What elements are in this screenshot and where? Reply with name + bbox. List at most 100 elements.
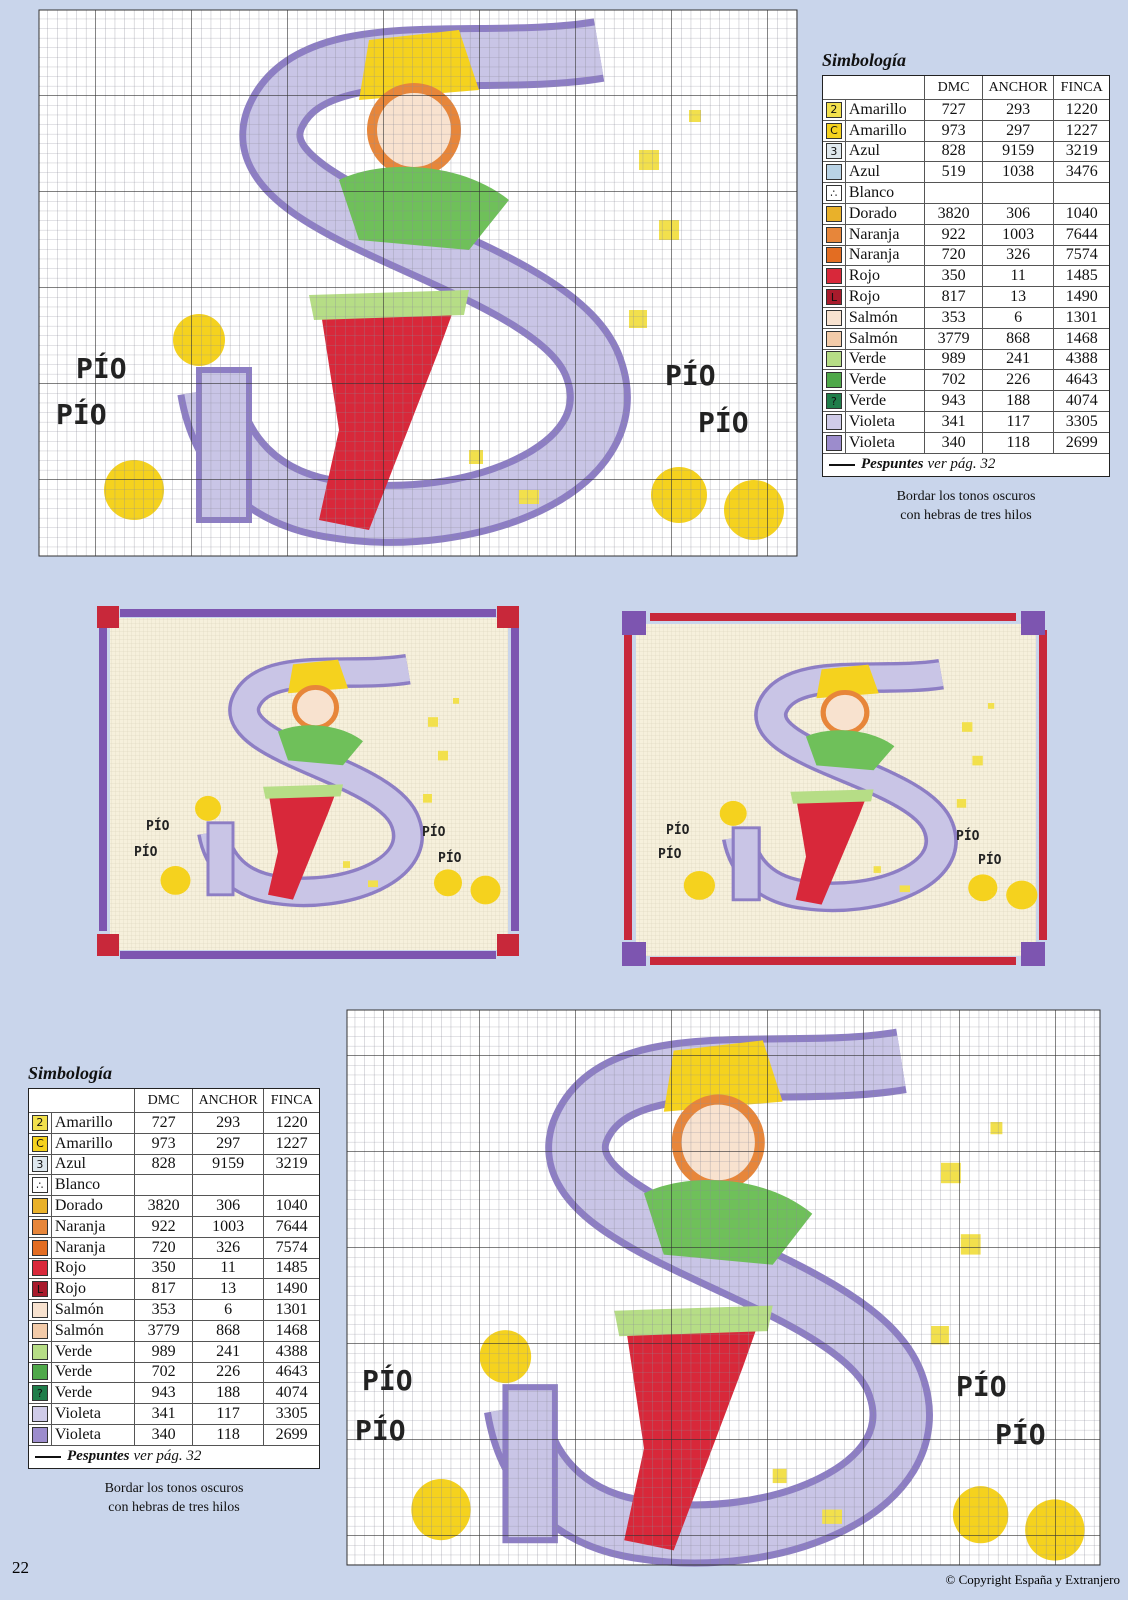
code: 3305 [1053,411,1109,432]
grid [346,1009,1101,1566]
swatch [31,1364,48,1381]
code: 350 [924,266,982,287]
code: 817 [924,287,982,307]
code: 326 [191,1237,264,1258]
code: 341 [924,411,982,432]
swatch [825,413,842,430]
code: 188 [191,1383,264,1404]
page-number: 22 [12,1558,29,1577]
color-name: Rojo [844,266,924,287]
legend-row: Salmón 3779 868 1468 [823,327,1109,349]
swatch [31,1426,48,1443]
code: 11 [191,1258,264,1279]
legend-title: Simbología [822,50,907,70]
code [1053,183,1109,203]
legend-row: ∴ Blanco [29,1174,319,1196]
legend-row: Violeta 341 117 3305 [823,410,1109,432]
header-row: DMC ANCHOR FINCA [29,1089,319,1112]
code: 973 [924,120,982,141]
swatch [31,1239,48,1256]
code: 306 [981,203,1054,224]
code: 1485 [263,1258,319,1279]
code: 6 [191,1300,264,1320]
code: 973 [134,1133,192,1154]
note-line: Bordar los tonos oscuros [896,488,1036,504]
swatch [825,247,842,264]
symbol-cell: 3 [823,142,845,162]
legend-row: 2 Amarillo 727 293 1220 [29,1112,319,1133]
color-name: Amarillo [844,100,924,120]
swatch [825,226,842,243]
code: 117 [191,1404,264,1424]
code: 943 [924,391,982,411]
code: 4643 [263,1362,319,1383]
code: 350 [134,1258,192,1279]
legend-table: DMC ANCHOR FINCA 2 Amarillo 727 293 1220 C Amaril… [28,1088,320,1469]
swatch [31,1322,48,1339]
swatch: ∴ [825,185,842,202]
code: 1468 [1053,328,1109,349]
legend-row: Naranja 720 326 7574 [29,1236,319,1258]
code: 828 [134,1154,192,1175]
code: 727 [134,1113,192,1133]
color-name: Blanco [844,183,924,203]
pio-label: PÍO [658,846,682,862]
color-name: Naranja [844,245,924,266]
stitched-sample [97,606,519,959]
stitched-sample [622,611,1047,966]
code: 4388 [1053,349,1109,370]
header-cell: ANCHOR [981,76,1054,99]
color-name: Rojo [844,287,924,307]
legend-row: Naranja 922 1003 7644 [29,1215,319,1237]
code: 306 [191,1196,264,1216]
swatch [825,372,842,389]
code: 727 [924,100,982,120]
swatch [31,1302,48,1319]
symbol-cell [29,1425,51,1445]
code: 922 [134,1216,192,1237]
code: 1040 [1053,203,1109,224]
code: 13 [981,287,1054,307]
stitch-line [829,463,855,466]
color-name: Verde [50,1362,134,1383]
code: 1220 [1053,100,1109,120]
code: 702 [134,1362,192,1383]
swatch: C [31,1135,48,1152]
swatch: ? [31,1385,48,1402]
code: 2699 [1053,432,1109,453]
code: 989 [924,349,982,370]
code: 241 [981,349,1054,370]
legend-row: Naranja 922 1003 7644 [823,223,1109,245]
pio-label: PÍO [956,828,980,844]
symbol-cell [823,162,845,182]
pio-label: PÍO [362,1363,413,1397]
pio-label: PÍO [146,818,170,834]
symbol-cell: 2 [29,1113,51,1133]
code: 1468 [263,1320,319,1341]
symbol-cell [823,370,845,390]
color-name: Blanco [50,1175,134,1196]
code: 293 [981,100,1054,120]
symbol-cell [29,1321,51,1341]
code: 9159 [191,1154,264,1175]
code: 297 [981,120,1054,141]
legend: Simbología DMC ANCHOR FINCA 2 Amarillo 727 293 1… [822,50,1110,525]
color-name: Amarillo [844,120,924,141]
legend-table: DMC ANCHOR FINCA 2 Amarillo 727 293 1220 C Amaril… [822,75,1110,477]
swatch: 3 [31,1156,48,1173]
code: 868 [981,328,1054,349]
color-name: Salmón [844,328,924,349]
code: 1220 [263,1113,319,1133]
code: 3820 [924,203,982,224]
swatch [825,330,842,347]
swatch [825,434,842,451]
code: 7644 [1053,224,1109,245]
code [191,1175,264,1196]
code: 3305 [263,1404,319,1424]
symbol-cell [29,1196,51,1216]
legend-row: 2 Amarillo 727 293 1220 [823,99,1109,120]
color-name: Dorado [844,203,924,224]
code: 1485 [1053,266,1109,287]
pio-label: PÍO [134,844,158,860]
code: 118 [191,1424,264,1445]
